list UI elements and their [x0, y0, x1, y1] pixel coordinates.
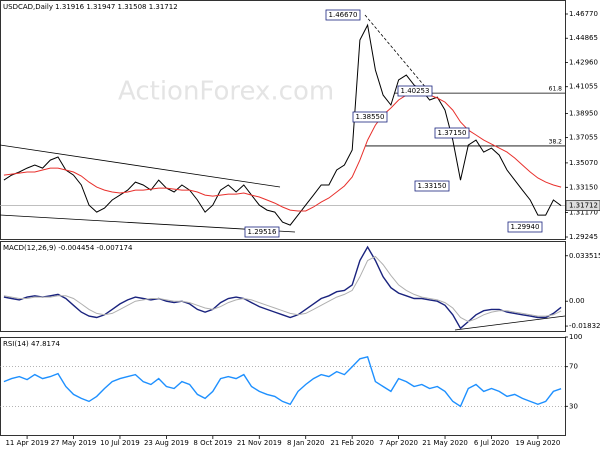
y-tick-label: 70	[569, 363, 578, 371]
annotation: 1.33150	[418, 182, 447, 190]
y-tick-label: 1.29245	[569, 233, 598, 241]
x-tick-label: 21 Nov 2019	[237, 439, 282, 447]
annotation: 1.38550	[356, 113, 385, 121]
y-tick-label: 1.37055	[569, 134, 598, 142]
watermark: ActionForex.com	[118, 77, 334, 107]
annotation-box	[434, 127, 470, 139]
y-tick-label: 1.41055	[569, 83, 598, 91]
fib-label: 61.8	[549, 86, 563, 93]
x-tick-label: 21 May 2020	[422, 439, 468, 447]
trendline	[0, 144, 281, 188]
annotation: 1.29940	[511, 223, 540, 231]
y-tick-label: 1.44865	[569, 34, 598, 42]
series-line	[3, 23, 562, 226]
trendline	[454, 315, 566, 331]
y-tick-label: 1.46770	[569, 10, 598, 18]
x-tick-label: 21 Feb 2020	[330, 439, 374, 447]
x-tick-label: 10 Jul 2019	[100, 439, 140, 447]
x-tick-label: 27 May 2019	[51, 439, 97, 447]
y-tick-label: 1.33150	[569, 183, 598, 191]
current-price-label: 1.31712	[569, 202, 598, 210]
annotation-box	[352, 111, 388, 123]
annotation: 1.40253	[401, 87, 430, 95]
x-tick-label: 6 Jul 2020	[474, 439, 509, 447]
annotation-box	[325, 9, 361, 21]
y-tick-label: 0.00	[569, 297, 585, 305]
panel-title: USDCAD,Daily 1.31916 1.31947 1.31508 1.3…	[3, 3, 178, 11]
y-tick-label: 1.31170	[569, 209, 598, 217]
y-tick-label: 1.38950	[569, 110, 598, 118]
trendline	[364, 14, 433, 96]
x-tick-label: 11 Apr 2019	[5, 439, 48, 447]
annotation: 1.37150	[438, 129, 467, 137]
annotation-box	[244, 226, 280, 238]
current-price-box	[565, 200, 600, 211]
annotation-box	[397, 85, 433, 97]
panel-frame	[0, 337, 566, 436]
panel-frame	[0, 0, 566, 240]
y-tick-label: 30	[569, 402, 578, 410]
panel-frame	[0, 241, 566, 332]
x-tick-label: 8 Jan 2020	[287, 439, 325, 447]
y-tick-label: -0.018324	[569, 322, 600, 330]
y-tick-label: 1.35070	[569, 159, 598, 167]
x-tick-label: 23 Aug 2019	[144, 439, 189, 447]
annotation-box	[414, 180, 450, 192]
fib-label: 38.2	[549, 138, 563, 145]
x-tick-label: 8 Oct 2019	[193, 439, 232, 447]
annotation-box	[507, 221, 543, 233]
y-tick-label: 100	[569, 333, 582, 341]
y-tick-label: 1.42960	[569, 58, 598, 66]
annotation: 1.29516	[248, 228, 277, 236]
series-line	[3, 255, 562, 323]
y-tick-label: 0.033515	[569, 252, 600, 260]
annotation: 1.46670	[329, 11, 358, 19]
panel-title: RSI(14) 47.8174	[3, 340, 60, 348]
panel-title: MACD(12,26,9) -0.004454 -0.007174	[3, 244, 133, 252]
series-line	[3, 355, 562, 408]
x-tick-label: 7 Apr 2020	[379, 439, 418, 447]
x-tick-label: 19 Aug 2020	[515, 439, 560, 447]
